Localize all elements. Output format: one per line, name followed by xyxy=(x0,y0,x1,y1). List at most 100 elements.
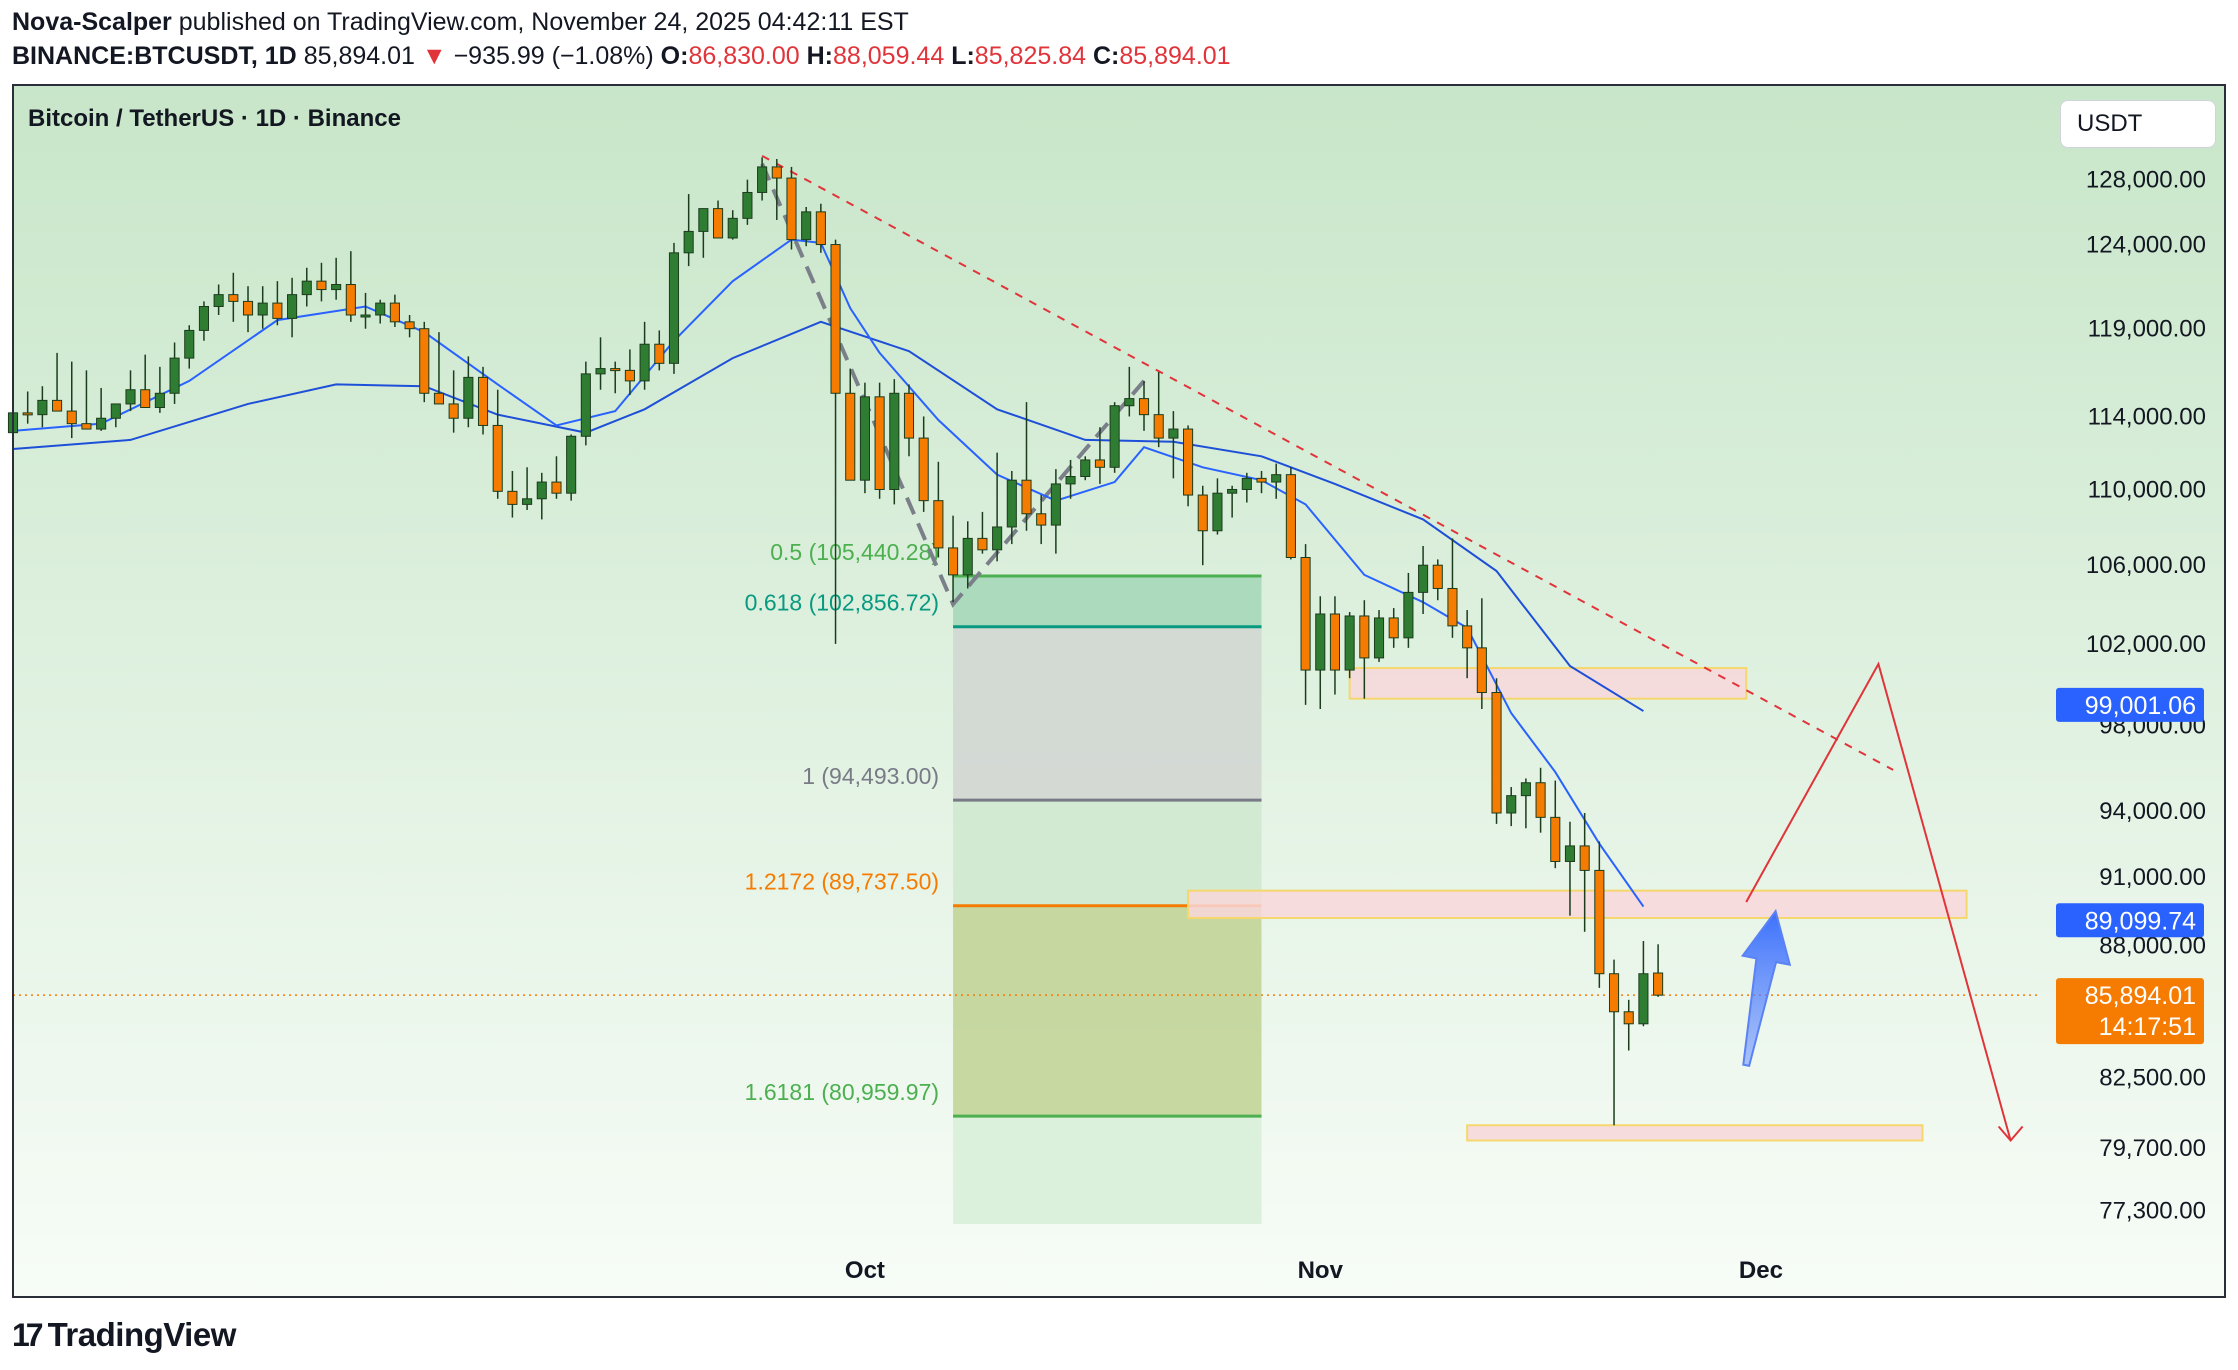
candle-body xyxy=(1094,459,1105,468)
candle-body xyxy=(727,217,738,239)
candle-body xyxy=(712,208,724,239)
candle-body xyxy=(1329,613,1341,671)
x-axis-tick-label: Oct xyxy=(845,1257,885,1284)
candle-body xyxy=(213,294,224,307)
support-resistance-zone xyxy=(1466,1124,1924,1142)
candle-body xyxy=(595,368,606,375)
candle-body xyxy=(815,211,826,246)
candle-body xyxy=(889,392,900,490)
tradingview-logo[interactable]: 17 TradingView xyxy=(12,1316,236,1354)
open-label: O: xyxy=(660,42,689,70)
candle-body xyxy=(771,166,782,179)
candle-body xyxy=(1006,479,1017,528)
bar-countdown: 14:17:51 xyxy=(2099,1013,2196,1041)
candle-body xyxy=(698,208,709,232)
candle-body xyxy=(610,368,621,372)
candle-body xyxy=(257,302,268,316)
price-label-value: 89,099.74 xyxy=(2085,907,2196,935)
candle-body xyxy=(110,403,121,419)
candle-body xyxy=(1285,474,1296,559)
y-axis-tick-label: 128,000.00 xyxy=(2086,167,2206,194)
candle-body xyxy=(52,399,63,412)
candle-body xyxy=(316,280,327,291)
currency-button[interactable]: USDT xyxy=(2060,100,2216,148)
candle-body xyxy=(22,412,33,416)
candle-body xyxy=(477,376,489,426)
candle-body xyxy=(977,537,988,551)
candle-body xyxy=(551,481,562,494)
chart-frame xyxy=(12,84,2226,1298)
candle-body xyxy=(1373,617,1385,659)
candle-body xyxy=(757,166,768,193)
candle-body xyxy=(331,284,342,291)
candle-body xyxy=(345,284,356,316)
price-label-badge xyxy=(2056,903,2204,938)
candle-body xyxy=(1638,973,1649,1025)
fib-level-label: 1.2172 (89,737.50) xyxy=(745,869,939,895)
candle-body xyxy=(1476,647,1487,694)
y-axis-tick-label: 82,500.00 xyxy=(2099,1065,2206,1092)
fib-level-label: 1.6181 (80,959.97) xyxy=(745,1079,939,1105)
price-chart[interactable]: 0.5 (105,440.28) 0.618 (102,856.72) 1 (94,… xyxy=(0,0,2238,1300)
projection-path xyxy=(1745,661,2012,1141)
candle-body xyxy=(228,294,239,302)
candle-body xyxy=(1227,488,1238,494)
candle-body xyxy=(1153,414,1164,439)
candle-body xyxy=(154,392,165,409)
candle-body xyxy=(389,302,400,323)
candle-body xyxy=(992,526,1003,551)
candle-body xyxy=(566,435,577,494)
fib-band xyxy=(953,905,1262,1117)
candle-body xyxy=(1138,398,1150,416)
x-axis-tick-label: Dec xyxy=(1739,1257,1783,1284)
close-value: 85,894.01 xyxy=(1119,42,1231,70)
author-name[interactable]: Nova-Scalper xyxy=(12,8,172,36)
candle-body xyxy=(287,294,298,319)
candle-body xyxy=(1520,782,1531,797)
close-label: C: xyxy=(1092,42,1120,70)
candle-body xyxy=(1506,795,1517,814)
candle-body xyxy=(1036,513,1047,526)
candle-body xyxy=(1344,615,1355,671)
candle-body xyxy=(492,424,503,492)
candle-body xyxy=(66,410,77,425)
low-label: L: xyxy=(951,42,975,70)
candle-body xyxy=(419,328,430,394)
high-value: 88,059.44 xyxy=(833,42,945,70)
candle-body xyxy=(301,280,312,296)
candle-body xyxy=(801,211,812,241)
y-axis-tick-label: 110,000.00 xyxy=(2088,476,2206,503)
x-axis-tick-label: Nov xyxy=(1298,1257,1344,1284)
candle-body xyxy=(404,321,415,330)
symbol-info: BINANCE:BTCUSDT, 1D 85,894.01 ▼ −935.99 … xyxy=(12,42,1231,71)
bullish-arrow-icon xyxy=(1740,908,1792,1067)
tradingview-logo-icon: 17 xyxy=(12,1316,44,1353)
candle-body xyxy=(169,357,180,394)
y-axis-tick-label: 94,000.00 xyxy=(2099,798,2206,825)
fib-level-label: 0.618 (102,856.72) xyxy=(745,590,939,616)
candle-body xyxy=(1388,617,1399,639)
symbol-name: BINANCE:BTCUSDT, 1D xyxy=(12,42,297,70)
candle-body xyxy=(1359,615,1370,659)
published-text: published on TradingView.com, November 2… xyxy=(171,8,909,36)
candle-body xyxy=(830,244,841,394)
candle-body xyxy=(1021,479,1032,515)
candle-body xyxy=(1271,474,1282,483)
candle-body xyxy=(1594,869,1605,975)
candle-body xyxy=(81,423,92,430)
candle-body xyxy=(1109,405,1120,468)
open-value: 86,830.00 xyxy=(688,42,800,70)
publish-info: Nova-Scalper published on TradingView.co… xyxy=(12,8,909,37)
candle-body xyxy=(874,396,885,490)
candle-body xyxy=(903,392,915,439)
candle-body xyxy=(1535,782,1546,818)
candle-body xyxy=(448,403,459,419)
candle-body xyxy=(1418,564,1429,593)
y-axis-tick-label: 119,000.00 xyxy=(2088,316,2206,343)
candle-body xyxy=(536,481,547,500)
candle-body xyxy=(859,396,870,481)
change-down-icon: ▼ xyxy=(421,42,447,70)
candle-body xyxy=(198,305,210,331)
candle-body xyxy=(507,490,518,505)
candle-body xyxy=(1212,492,1223,532)
